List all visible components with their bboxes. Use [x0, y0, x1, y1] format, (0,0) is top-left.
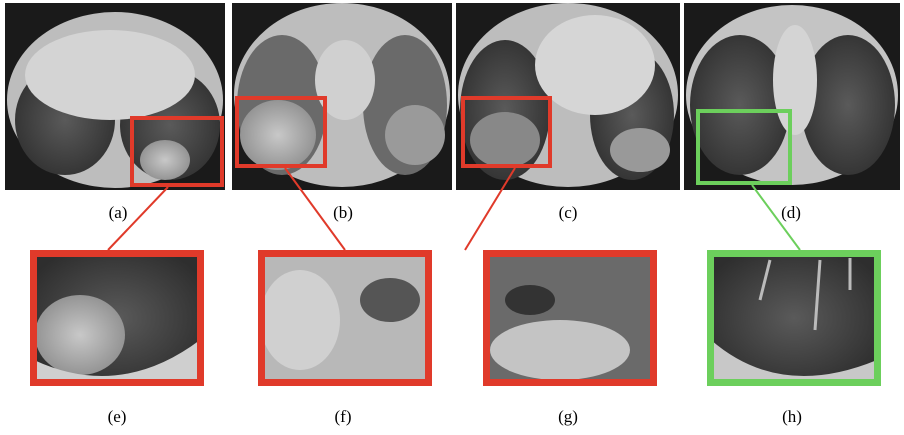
panel-label: (b) [333, 203, 353, 222]
panel-label: (a) [109, 203, 128, 222]
panel-label: (f) [335, 407, 352, 426]
figure: (a) (b) (c) (d) (e) (f) (g) (h) [0, 0, 904, 435]
zoom-e [34, 254, 200, 382]
panel-label: (h) [782, 407, 802, 426]
panel-label: (d) [781, 203, 801, 222]
panel-label: (c) [559, 203, 578, 222]
panel-label: (e) [108, 407, 127, 426]
panel-label: (g) [558, 407, 578, 426]
zoom-h [711, 254, 877, 382]
zoom-g [487, 254, 653, 382]
zoom-f [260, 254, 428, 382]
ct-image-a [5, 3, 225, 190]
